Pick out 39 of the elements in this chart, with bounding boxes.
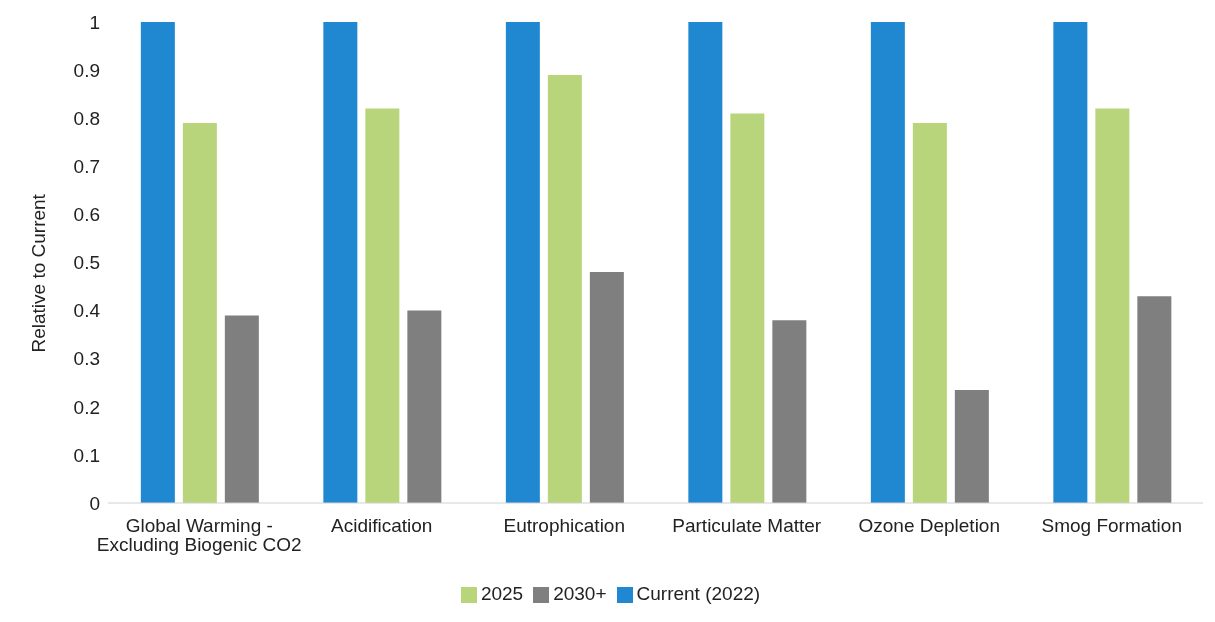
bar <box>1053 22 1088 503</box>
bar <box>589 272 624 503</box>
bar <box>407 310 442 503</box>
bar <box>140 22 175 503</box>
x-tick-label: Particulate Matter <box>672 515 822 537</box>
x-tick-label: Eutrophication <box>503 515 625 537</box>
bar <box>323 22 358 503</box>
y-tick-label: 0 <box>89 492 100 514</box>
bar <box>505 22 540 503</box>
y-tick-label: 1 <box>89 11 100 33</box>
y-tick-label: 0.6 <box>73 204 100 226</box>
legend-label: 2025 <box>480 583 524 604</box>
bar <box>1137 296 1172 503</box>
bar <box>912 123 947 503</box>
y-tick-label: 0.1 <box>73 444 100 466</box>
y-tick-label: 0.8 <box>73 107 100 129</box>
legend-label: 2030+ <box>553 583 607 604</box>
bar <box>182 123 217 503</box>
y-tick-label: 0.5 <box>73 252 100 274</box>
y-tick-label: 0.2 <box>73 396 100 418</box>
bar <box>224 315 259 503</box>
legend-label: Current (2022) <box>636 583 761 604</box>
x-tick-label: Acidification <box>331 515 433 537</box>
bar <box>688 22 723 503</box>
y-axis-title: Relative to Current <box>27 193 49 353</box>
bar <box>730 113 765 503</box>
bar <box>1095 108 1130 503</box>
bar <box>547 74 582 503</box>
x-tick-label: Smog Formation <box>1041 515 1182 537</box>
x-tick-label: Global Warming - Excluding Biogenic CO2 <box>96 515 302 556</box>
bar <box>954 389 989 503</box>
bar <box>365 108 400 503</box>
y-tick-label: 0.4 <box>73 300 101 322</box>
y-tick-label: 0.9 <box>73 59 100 81</box>
x-tick-label: Ozone Depletion <box>858 515 1001 537</box>
bar <box>772 320 807 503</box>
y-tick-label: 0.7 <box>73 156 100 178</box>
y-tick-label: 0.3 <box>73 348 100 370</box>
bar <box>870 22 905 503</box>
